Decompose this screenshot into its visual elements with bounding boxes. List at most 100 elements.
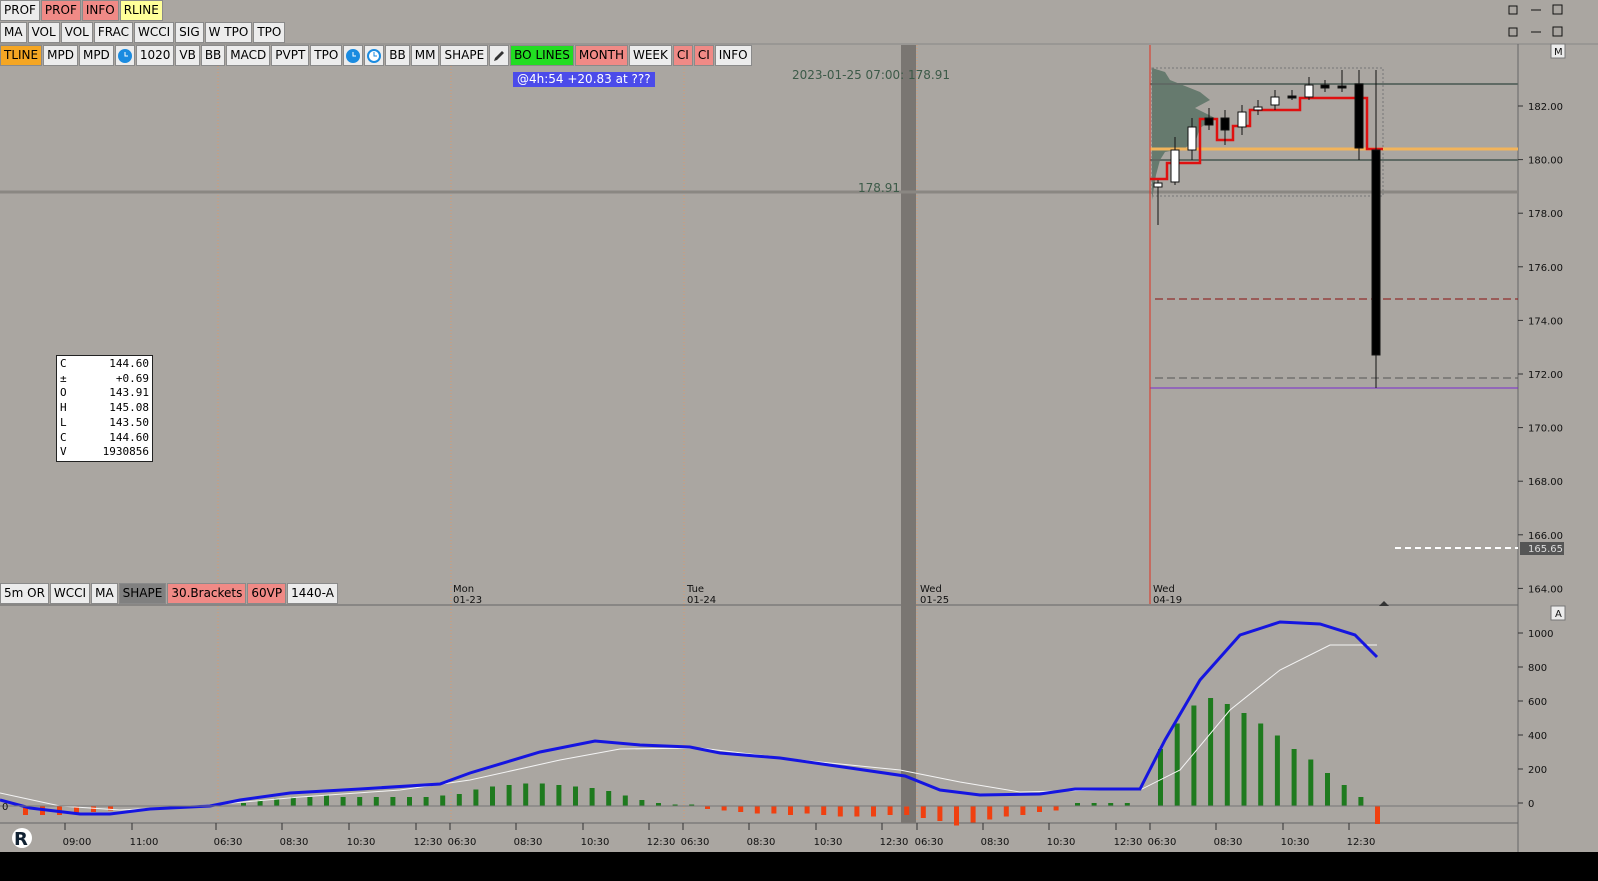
histogram-bar: [23, 806, 28, 815]
toolbar-button[interactable]: TLINE: [0, 45, 43, 66]
icon-button[interactable]: [114, 45, 135, 66]
icon-button[interactable]: [489, 45, 510, 66]
candle-body: [1204, 117, 1214, 126]
toolbar-button[interactable]: BB: [200, 45, 226, 66]
histogram-bar: [606, 791, 612, 806]
toolbar-button[interactable]: CI: [693, 45, 714, 66]
histogram-bar: [821, 806, 827, 815]
toolbar-button[interactable]: W TPO: [204, 22, 253, 43]
toolbar-button[interactable]: SIG: [175, 22, 204, 43]
histogram-bar: [340, 797, 346, 806]
histogram-bar: [506, 785, 512, 806]
toolbar-button[interactable]: VOL: [27, 22, 60, 43]
ohlc-key: ±: [60, 371, 67, 385]
toolbar-button[interactable]: 60VP: [247, 583, 287, 604]
histogram-bar: [639, 800, 645, 806]
histogram-bar: [937, 806, 943, 821]
toolbar-button[interactable]: PROF: [40, 0, 81, 21]
toolbar-button[interactable]: SHAPE: [440, 45, 489, 66]
ohlc-key: O: [60, 386, 67, 400]
toolbar-button[interactable]: RLINE: [119, 0, 163, 21]
icon-button[interactable]: [364, 45, 385, 66]
histogram-bar: [290, 797, 296, 806]
candle-body: [1287, 95, 1297, 99]
price-label: 176.00: [1528, 263, 1563, 274]
ohlc-key: C: [60, 430, 67, 444]
toolbar-button[interactable]: PVPT: [271, 45, 310, 66]
toolbar-button[interactable]: 30.Brackets: [167, 583, 247, 604]
histogram-bar: [705, 806, 710, 809]
toolbar-button[interactable]: BO LINES: [510, 45, 574, 66]
histogram-bar: [1124, 803, 1130, 806]
toolbar-button[interactable]: MA: [0, 22, 27, 43]
toolbar-button[interactable]: VOL: [60, 22, 93, 43]
toolbar-button[interactable]: BB: [385, 45, 410, 66]
step-line: [1150, 96, 1383, 181]
axis-marker: M: [1554, 47, 1563, 58]
indicator-label: 200: [1528, 765, 1547, 776]
histogram-bar: [1325, 773, 1330, 806]
icon-button[interactable]: [343, 45, 364, 66]
histogram-bar: [904, 806, 910, 815]
toolbar-button[interactable]: CI: [672, 45, 693, 66]
status-bar: [0, 852, 1598, 881]
histogram-bar: [656, 803, 661, 806]
time-label: 06:30: [448, 837, 477, 848]
ohlc-key: V: [60, 445, 67, 459]
histogram-bar: [74, 806, 79, 814]
histogram-bar: [1208, 698, 1214, 806]
axis-marker-box: [1550, 43, 1566, 59]
candles: [1153, 70, 1381, 388]
histogram-bar: [1091, 803, 1097, 806]
time-label: 08:30: [1214, 837, 1243, 848]
toolbar-button[interactable]: PROF: [0, 0, 40, 21]
toolbar-button[interactable]: 5m OR: [0, 583, 49, 604]
logo: [12, 828, 32, 848]
toolbar-button[interactable]: MA: [91, 583, 118, 604]
histogram-bar: [373, 797, 379, 806]
toolbar-button[interactable]: WCCI: [49, 583, 91, 604]
price-label: 166.00: [1528, 531, 1563, 542]
time-label: 10:30: [581, 837, 610, 848]
toolbar-button[interactable]: 1020: [135, 45, 175, 66]
toolbar-button[interactable]: MM: [410, 45, 440, 66]
time-label: 10:30: [1281, 837, 1310, 848]
toolbar-button[interactable]: 1440-A: [287, 583, 338, 604]
toolbar-button[interactable]: INFO: [714, 45, 752, 66]
ohlc-row: ± +0.69: [57, 372, 152, 387]
histogram-bar: [622, 795, 628, 806]
ohlc-value: 143.50: [109, 415, 149, 429]
histogram-bar: [473, 789, 479, 806]
candle-body: [1237, 111, 1247, 128]
histogram-bar: [91, 806, 96, 812]
ohlc-box: C 144.60 ± +0.69 O 143.91 H 145.08 L 143.50 C 144.6…: [56, 355, 153, 462]
histogram-bar: [788, 806, 793, 815]
signal-line: [0, 644, 1377, 811]
toolbar-button[interactable]: TPO: [310, 45, 343, 66]
time-label: 08:30: [981, 837, 1010, 848]
time-label: 08:30: [514, 837, 543, 848]
toolbar-button[interactable]: TPO: [253, 22, 286, 43]
pencil-icon: [494, 50, 505, 61]
histogram-bar: [440, 795, 446, 806]
histogram-bar: [1020, 806, 1026, 815]
histogram-bar: [672, 804, 678, 806]
toolbar-button[interactable]: WEEK: [628, 45, 672, 66]
histogram-bar: [920, 806, 926, 818]
toolbar-button[interactable]: INFO: [81, 0, 119, 21]
toolbar-button[interactable]: MPD: [78, 45, 114, 66]
histogram-bar: [771, 806, 777, 814]
candle-body: [1371, 149, 1381, 356]
toolbar-button[interactable]: MACD: [226, 45, 271, 66]
toolbar-button[interactable]: FRAC: [93, 22, 133, 43]
toolbar-button[interactable]: MONTH: [574, 45, 628, 66]
toolbar-button[interactable]: MPD: [43, 45, 78, 66]
clock-icon: [346, 48, 361, 63]
ohlc-value: 144.60: [109, 357, 149, 370]
ohlc-value: 143.91: [109, 386, 149, 400]
toolbar-button[interactable]: SHAPE: [118, 583, 167, 604]
ohlc-value: 144.60: [109, 430, 149, 444]
toolbar-button[interactable]: WCCI: [133, 22, 175, 43]
toolbar-button[interactable]: VB: [175, 45, 200, 66]
